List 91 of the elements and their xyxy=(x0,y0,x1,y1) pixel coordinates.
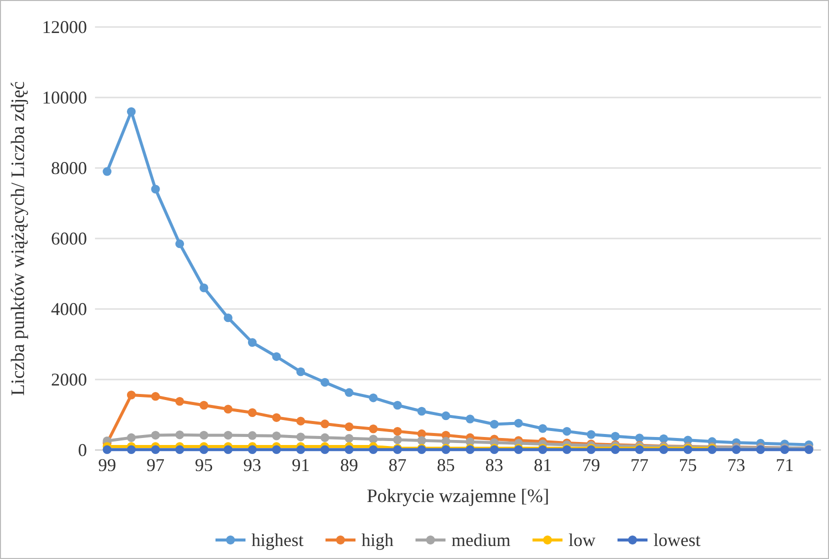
point xyxy=(610,432,620,441)
point xyxy=(224,445,232,454)
point xyxy=(635,434,644,442)
point xyxy=(272,413,281,422)
x-tick-label: 89 xyxy=(340,454,358,475)
y-tick-label: 8000 xyxy=(51,158,87,178)
legend-label: high xyxy=(361,530,394,550)
point xyxy=(368,434,378,444)
point xyxy=(200,400,208,410)
legend-label: highest xyxy=(251,530,304,550)
x-tick-label: 95 xyxy=(194,454,213,475)
point xyxy=(320,445,330,454)
point xyxy=(490,420,499,429)
point xyxy=(344,445,354,454)
point xyxy=(320,420,330,428)
point xyxy=(248,408,257,417)
point xyxy=(175,239,184,248)
point xyxy=(272,445,281,454)
x-tick-label: 85 xyxy=(436,454,455,475)
point xyxy=(224,430,232,440)
y-tick-label: 4000 xyxy=(51,298,87,319)
point xyxy=(562,426,572,436)
point xyxy=(102,167,112,176)
x-tick-label: 91 xyxy=(292,454,310,475)
point xyxy=(296,416,306,426)
x-tick-label: 93 xyxy=(243,454,262,475)
point xyxy=(393,435,402,444)
point xyxy=(272,352,281,361)
point xyxy=(514,418,523,428)
point xyxy=(393,400,402,410)
point xyxy=(151,430,160,440)
legend-label: lowest xyxy=(654,530,701,550)
point xyxy=(586,430,596,439)
legend-label: medium xyxy=(452,530,511,550)
point xyxy=(102,445,112,454)
point xyxy=(272,432,281,440)
point xyxy=(417,436,426,445)
point xyxy=(320,433,330,442)
point xyxy=(344,434,354,443)
point xyxy=(151,445,160,454)
y-tick-label: 2000 xyxy=(51,369,87,390)
point xyxy=(126,107,136,116)
x-tick-label: 81 xyxy=(534,454,552,475)
x-axis-title: Pokrycie wzajemne [%] xyxy=(366,486,550,507)
x-tick-label: 71 xyxy=(776,454,794,475)
point xyxy=(296,432,306,442)
point xyxy=(248,445,257,454)
point xyxy=(344,388,354,397)
point xyxy=(466,414,474,424)
point xyxy=(368,445,378,454)
point xyxy=(151,392,160,401)
y-tick-label: 6000 xyxy=(51,228,87,248)
point xyxy=(417,406,426,416)
x-tick-label: 75 xyxy=(678,454,697,475)
x-tick-label: 87 xyxy=(388,454,406,475)
x-tick-label: 99 xyxy=(98,454,116,475)
point xyxy=(368,393,378,402)
point xyxy=(224,404,232,414)
point xyxy=(296,367,306,376)
x-tick-label: 77 xyxy=(630,454,648,475)
point xyxy=(224,313,232,322)
point xyxy=(200,445,208,454)
x-tick-label: 73 xyxy=(727,454,746,475)
x-tick-label: 83 xyxy=(485,454,504,475)
point xyxy=(368,424,378,434)
point xyxy=(175,396,184,406)
point xyxy=(659,434,668,444)
point xyxy=(200,430,208,440)
point xyxy=(442,411,450,420)
point xyxy=(175,445,184,454)
point xyxy=(126,433,136,442)
y-tick-label: 10000 xyxy=(42,87,87,108)
y-axis-title: Liczba punktów wiążących/ Liczba zdjęć xyxy=(8,81,29,396)
point xyxy=(200,283,208,292)
point xyxy=(732,445,741,454)
point xyxy=(126,390,136,400)
point xyxy=(538,424,548,433)
x-tick-label: 79 xyxy=(582,454,600,475)
y-tick-label: 0 xyxy=(78,440,87,460)
point xyxy=(296,445,306,454)
point xyxy=(248,431,257,440)
x-tick-label: 97 xyxy=(146,454,164,475)
point xyxy=(151,184,160,194)
point xyxy=(175,430,184,440)
y-tick-label: 12000 xyxy=(42,16,87,37)
point xyxy=(248,338,257,347)
point xyxy=(320,378,330,387)
point xyxy=(344,422,354,432)
point xyxy=(126,445,136,454)
legend-label: low xyxy=(568,530,596,550)
point xyxy=(393,426,402,436)
